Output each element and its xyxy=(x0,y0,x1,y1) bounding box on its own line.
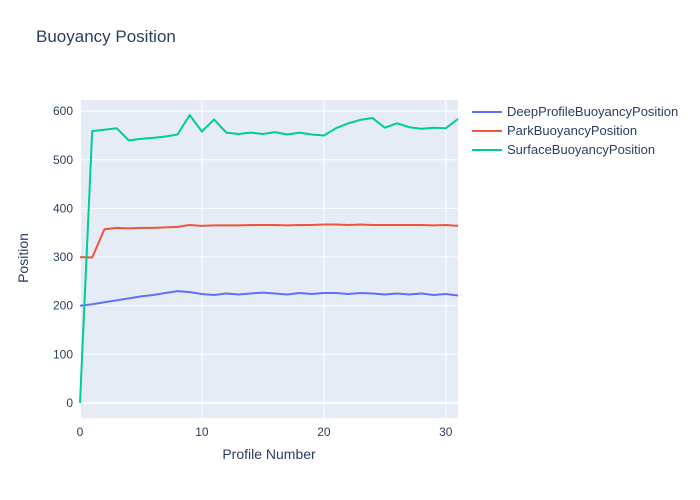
plot-background xyxy=(80,100,458,418)
legend-item-DeepProfileBuoyancyPosition[interactable]: DeepProfileBuoyancyPosition xyxy=(472,102,678,121)
legend-item-ParkBuoyancyPosition[interactable]: ParkBuoyancyPosition xyxy=(472,121,678,140)
legend-line-swatch xyxy=(472,129,502,132)
y-tick-label: 600 xyxy=(53,104,73,118)
legend-item-SurfaceBuoyancyPosition[interactable]: SurfaceBuoyancyPosition xyxy=(472,140,678,159)
y-tick-label: 400 xyxy=(53,201,73,215)
legend-label: ParkBuoyancyPosition xyxy=(507,123,638,138)
series-line-DeepProfileBuoyancyPosition[interactable] xyxy=(79,290,459,307)
y-tick-label: 0 xyxy=(66,396,73,410)
x-axis-title: Profile Number xyxy=(222,446,316,462)
x-tick-label: 30 xyxy=(439,425,453,439)
y-tick-label: 100 xyxy=(53,347,73,361)
legend-line-swatch xyxy=(472,148,502,151)
y-axis-title: Position xyxy=(15,233,31,283)
x-tick-label: 20 xyxy=(317,425,331,439)
legend-line-swatch xyxy=(472,110,502,113)
legend: DeepProfileBuoyancyPosition ParkBuoyancyP… xyxy=(472,102,678,159)
y-tick-label: 300 xyxy=(53,250,73,264)
y-tick-label: 200 xyxy=(53,299,73,313)
legend-label: DeepProfileBuoyancyPosition xyxy=(507,104,679,119)
x-tick-label: 0 xyxy=(77,425,84,439)
legend-label: SurfaceBuoyancyPosition xyxy=(507,142,656,157)
y-tick-label: 500 xyxy=(53,153,73,167)
x-tick-label: 10 xyxy=(195,425,209,439)
chart-title: Buoyancy Position xyxy=(36,27,176,46)
series-line-ParkBuoyancyPosition[interactable] xyxy=(79,223,459,259)
series-line-SurfaceBuoyancyPosition[interactable] xyxy=(79,114,459,403)
